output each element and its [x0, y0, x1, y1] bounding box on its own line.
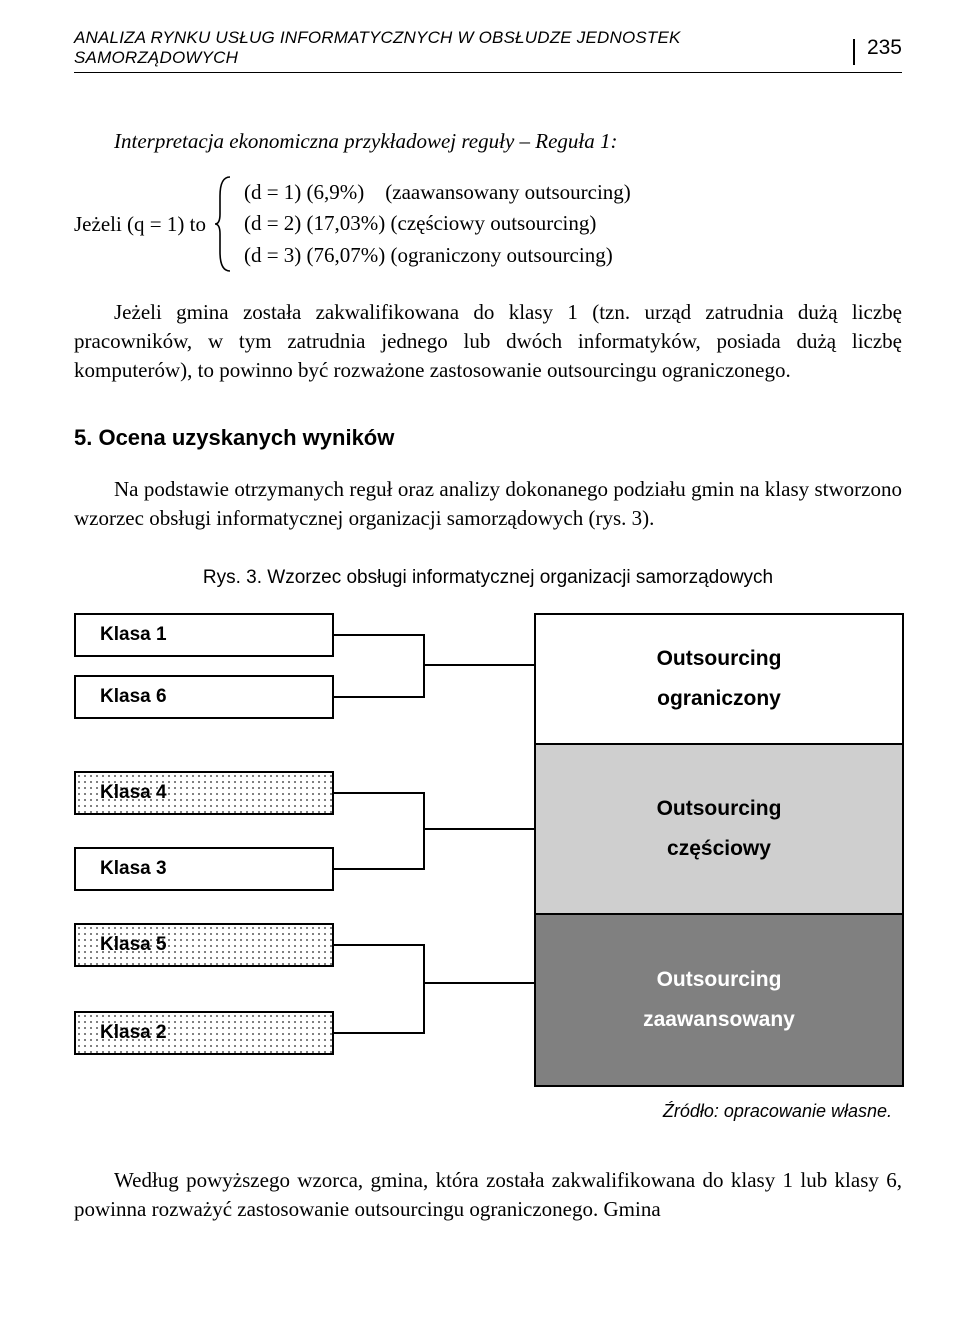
running-header: ANALIZA RYNKU USŁUG INFORMATYCZNYCH W OB… [74, 28, 902, 73]
connector-line [334, 829, 534, 869]
paragraph: Jeżeli gmina została zakwalifikowana do … [74, 298, 902, 385]
outsourcing-label: Outsourcing [657, 960, 782, 1000]
outsourcing-block: Outsourcingczęściowy [536, 745, 902, 915]
section-heading: 5. Ocena uzyskanych wyników [74, 425, 902, 451]
outsourcing-label: częściowy [667, 829, 771, 869]
outsourcing-block: Outsourcingzaawansowany [536, 915, 902, 1085]
connector-line [334, 983, 534, 1033]
paragraph: Według powyższego wzorca, gmina, która z… [74, 1166, 902, 1224]
outsourcing-label: Outsourcing [657, 789, 782, 829]
rule-block: Jeżeli (q = 1) to (d = 1) (6,9%) (zaawan… [74, 176, 902, 272]
rule-title: Interpretacja ekonomiczna przykładowej r… [74, 129, 902, 154]
klass-box: Klasa 2 [74, 1011, 334, 1055]
figure-caption: Rys. 3. Wzorzec obsługi informatycznej o… [74, 567, 902, 589]
header-separator [853, 39, 854, 65]
connector-line [334, 635, 534, 665]
klass-box: Klasa 1 [74, 613, 334, 657]
rule-lines: (d = 1) (6,9%) (zaawansowany outsourcing… [234, 177, 631, 272]
paragraph: Na podstawie otrzymanych reguł oraz anal… [74, 475, 902, 533]
connector-line [334, 665, 534, 697]
rule-line: (d = 2) (17,03%) (częściowy outsourcing) [244, 208, 631, 240]
rule-line: (d = 3) (76,07%) (ograniczony outsourcin… [244, 240, 631, 272]
outsourcing-label: ograniczony [657, 679, 781, 719]
outsourcing-block: Outsourcingograniczony [536, 615, 902, 745]
klass-box: Klasa 3 [74, 847, 334, 891]
page-number: 235 [867, 36, 902, 60]
rule-lhs: Jeżeli (q = 1) to [74, 212, 214, 237]
klass-box: Klasa 6 [74, 675, 334, 719]
brace-icon [214, 176, 234, 272]
connector-line [334, 945, 534, 983]
klass-box: Klasa 4 [74, 771, 334, 815]
figure-diagram: Klasa 1 Klasa 6 Klasa 4 Klasa 3 Klasa 5 Klasa… [74, 613, 904, 1093]
outsourcing-label: Outsourcing [657, 639, 782, 679]
connector-line [334, 793, 534, 829]
outsourcing-stack: OutsourcingograniczonyOutsourcingczęścio… [534, 613, 904, 1087]
rule-line: (d = 1) (6,9%) (zaawansowany outsourcing… [244, 177, 631, 209]
figure-source: Źródło: opracowanie własne. [74, 1101, 892, 1122]
outsourcing-label: zaawansowany [643, 1000, 795, 1040]
running-title: ANALIZA RYNKU USŁUG INFORMATYCZNYCH W OB… [74, 28, 839, 68]
page: ANALIZA RYNKU USŁUG INFORMATYCZNYCH W OB… [0, 0, 960, 1343]
klass-box: Klasa 5 [74, 923, 334, 967]
